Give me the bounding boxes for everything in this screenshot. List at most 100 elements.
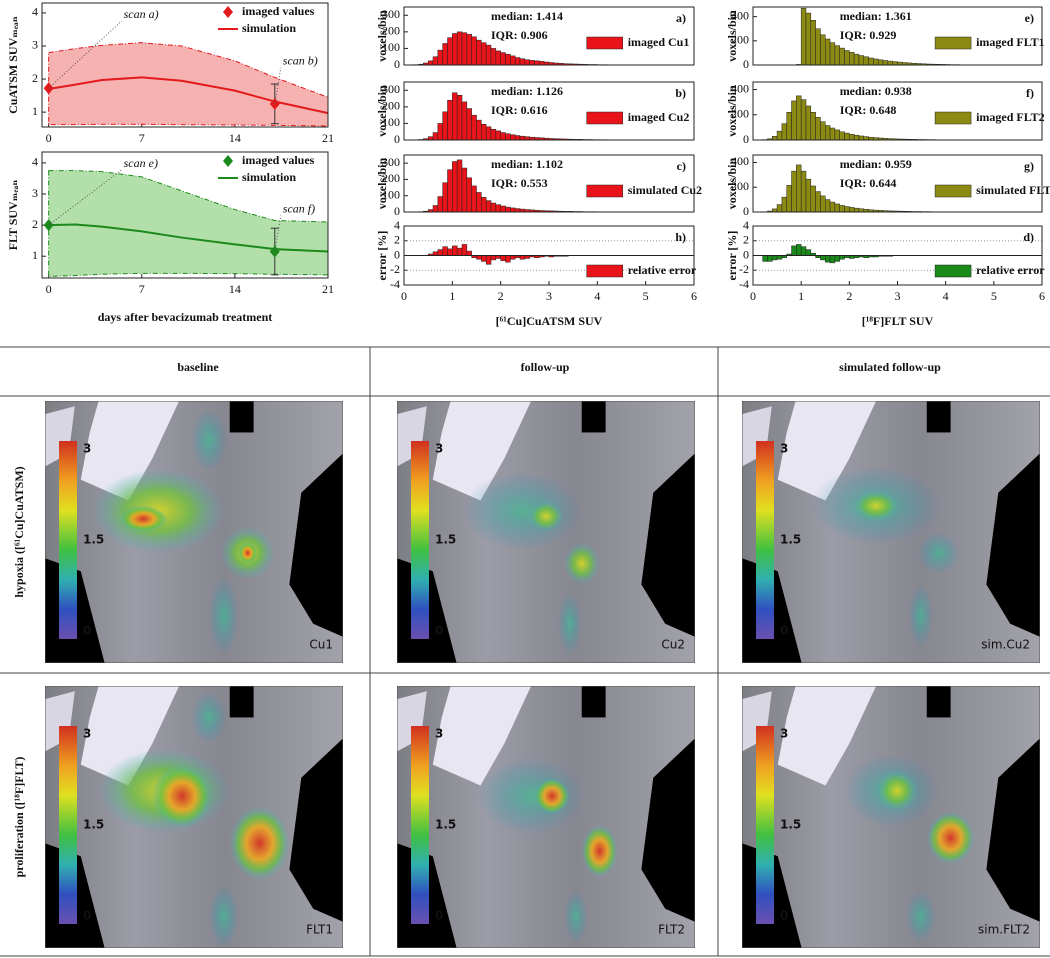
bar [466, 250, 472, 256]
y-axis-label: voxels/bin [725, 85, 739, 137]
y-tick-label: -4 [739, 277, 749, 291]
colorbar [756, 441, 774, 639]
legend-label: simulated FLT2 [976, 183, 1050, 197]
colorbar [411, 726, 429, 924]
plot-frame [41, 2, 329, 128]
x-tick-label: 5 [991, 289, 997, 303]
colorbar-tick-label: 1.5 [83, 818, 104, 832]
annotation: median: 0.959 [840, 157, 912, 171]
y-axis-label: voxels/bin [375, 85, 389, 137]
y-tick-label: 0 [394, 132, 400, 146]
legend-swatch [586, 36, 623, 50]
legend-label: imaged Cu1 [628, 35, 690, 49]
uptake [119, 505, 168, 532]
legend-label: imaged values [242, 4, 315, 18]
bone [80, 686, 180, 786]
bar [461, 167, 468, 213]
annotation: scan e) [124, 156, 158, 170]
legend-label: imaged FLT1 [976, 35, 1045, 49]
annotation: median: 0.938 [840, 84, 912, 98]
bar [437, 196, 443, 213]
bar [829, 42, 836, 66]
colorbar-tick-label: 1.5 [435, 533, 456, 547]
y-tick-label: -2 [739, 262, 749, 276]
bar [858, 135, 865, 141]
uptake [208, 576, 239, 656]
y-tick-label: 300 [382, 155, 400, 169]
bar [452, 92, 458, 141]
plot-frame [752, 154, 1043, 213]
plot-frame [752, 81, 1043, 141]
bone [80, 401, 180, 501]
bar [461, 101, 468, 141]
bar [519, 135, 526, 141]
bar [892, 61, 898, 66]
y-tick-label: 2 [394, 233, 400, 247]
bar [437, 249, 443, 256]
colorbar-tick-label: 1.5 [83, 533, 104, 547]
annotation: scan a) [124, 7, 159, 21]
bar [490, 128, 497, 141]
bar [471, 36, 477, 66]
bar [514, 135, 521, 141]
x-tick-label: 1 [798, 289, 804, 303]
y-tick-label: 300 [382, 82, 400, 96]
bar [456, 95, 463, 141]
y-tick-label: 0 [743, 204, 749, 218]
x-tick-label: 3 [895, 289, 901, 303]
y-tick-label: 400 [731, 8, 749, 22]
x-tick-label: 21 [322, 282, 334, 296]
bar [820, 121, 826, 141]
bar [461, 244, 468, 256]
plot-frame [752, 6, 1043, 66]
bar [476, 119, 482, 141]
bar [505, 206, 511, 213]
y-tick-label: 0 [394, 204, 400, 218]
bar [825, 255, 831, 263]
bar [762, 255, 768, 262]
annotation: IQR: 0.616 [491, 103, 548, 117]
image: 0 1.5 3 sim.FLT2 [742, 686, 1040, 948]
bar [442, 246, 448, 256]
bar [858, 55, 865, 66]
annotation-line [274, 215, 282, 252]
air [641, 738, 695, 922]
annotation: IQR: 0.929 [840, 28, 897, 42]
bar [485, 44, 492, 66]
bar [510, 255, 516, 260]
bar [514, 208, 521, 213]
annotation: scan b) [283, 54, 318, 68]
y-axis-label: error [%] [375, 231, 389, 281]
colorbar-tick-label: 3 [435, 442, 443, 456]
bar [873, 58, 879, 66]
uptake [917, 532, 960, 574]
annotation: median: 1.126 [491, 84, 563, 98]
y-tick-label: 0 [394, 57, 400, 71]
bar [437, 123, 443, 141]
y-axis-label: voxels/bin [725, 10, 739, 62]
colorbar-tick-label: 0 [83, 624, 91, 638]
annotation: median: 1.414 [491, 9, 563, 23]
y-tick-label: 2 [743, 233, 749, 247]
bar [485, 126, 492, 141]
row-label: hypoxia ([⁶¹Cu]CuATSM) [12, 466, 26, 597]
bar [485, 255, 492, 265]
bar [500, 52, 506, 66]
bone [777, 686, 877, 786]
bar [776, 130, 783, 141]
plot-frame [752, 225, 1043, 286]
bar [452, 245, 458, 256]
x-axis-label: [⁶¹Cu]CuATSM SUV [496, 314, 603, 328]
bar [825, 125, 831, 141]
bar [481, 124, 487, 141]
x-tick-label: 0 [46, 131, 52, 145]
bar [485, 200, 492, 213]
bar [863, 56, 869, 66]
bar [442, 43, 448, 66]
bar [432, 251, 439, 256]
bar [529, 60, 535, 66]
uptake [191, 408, 227, 472]
